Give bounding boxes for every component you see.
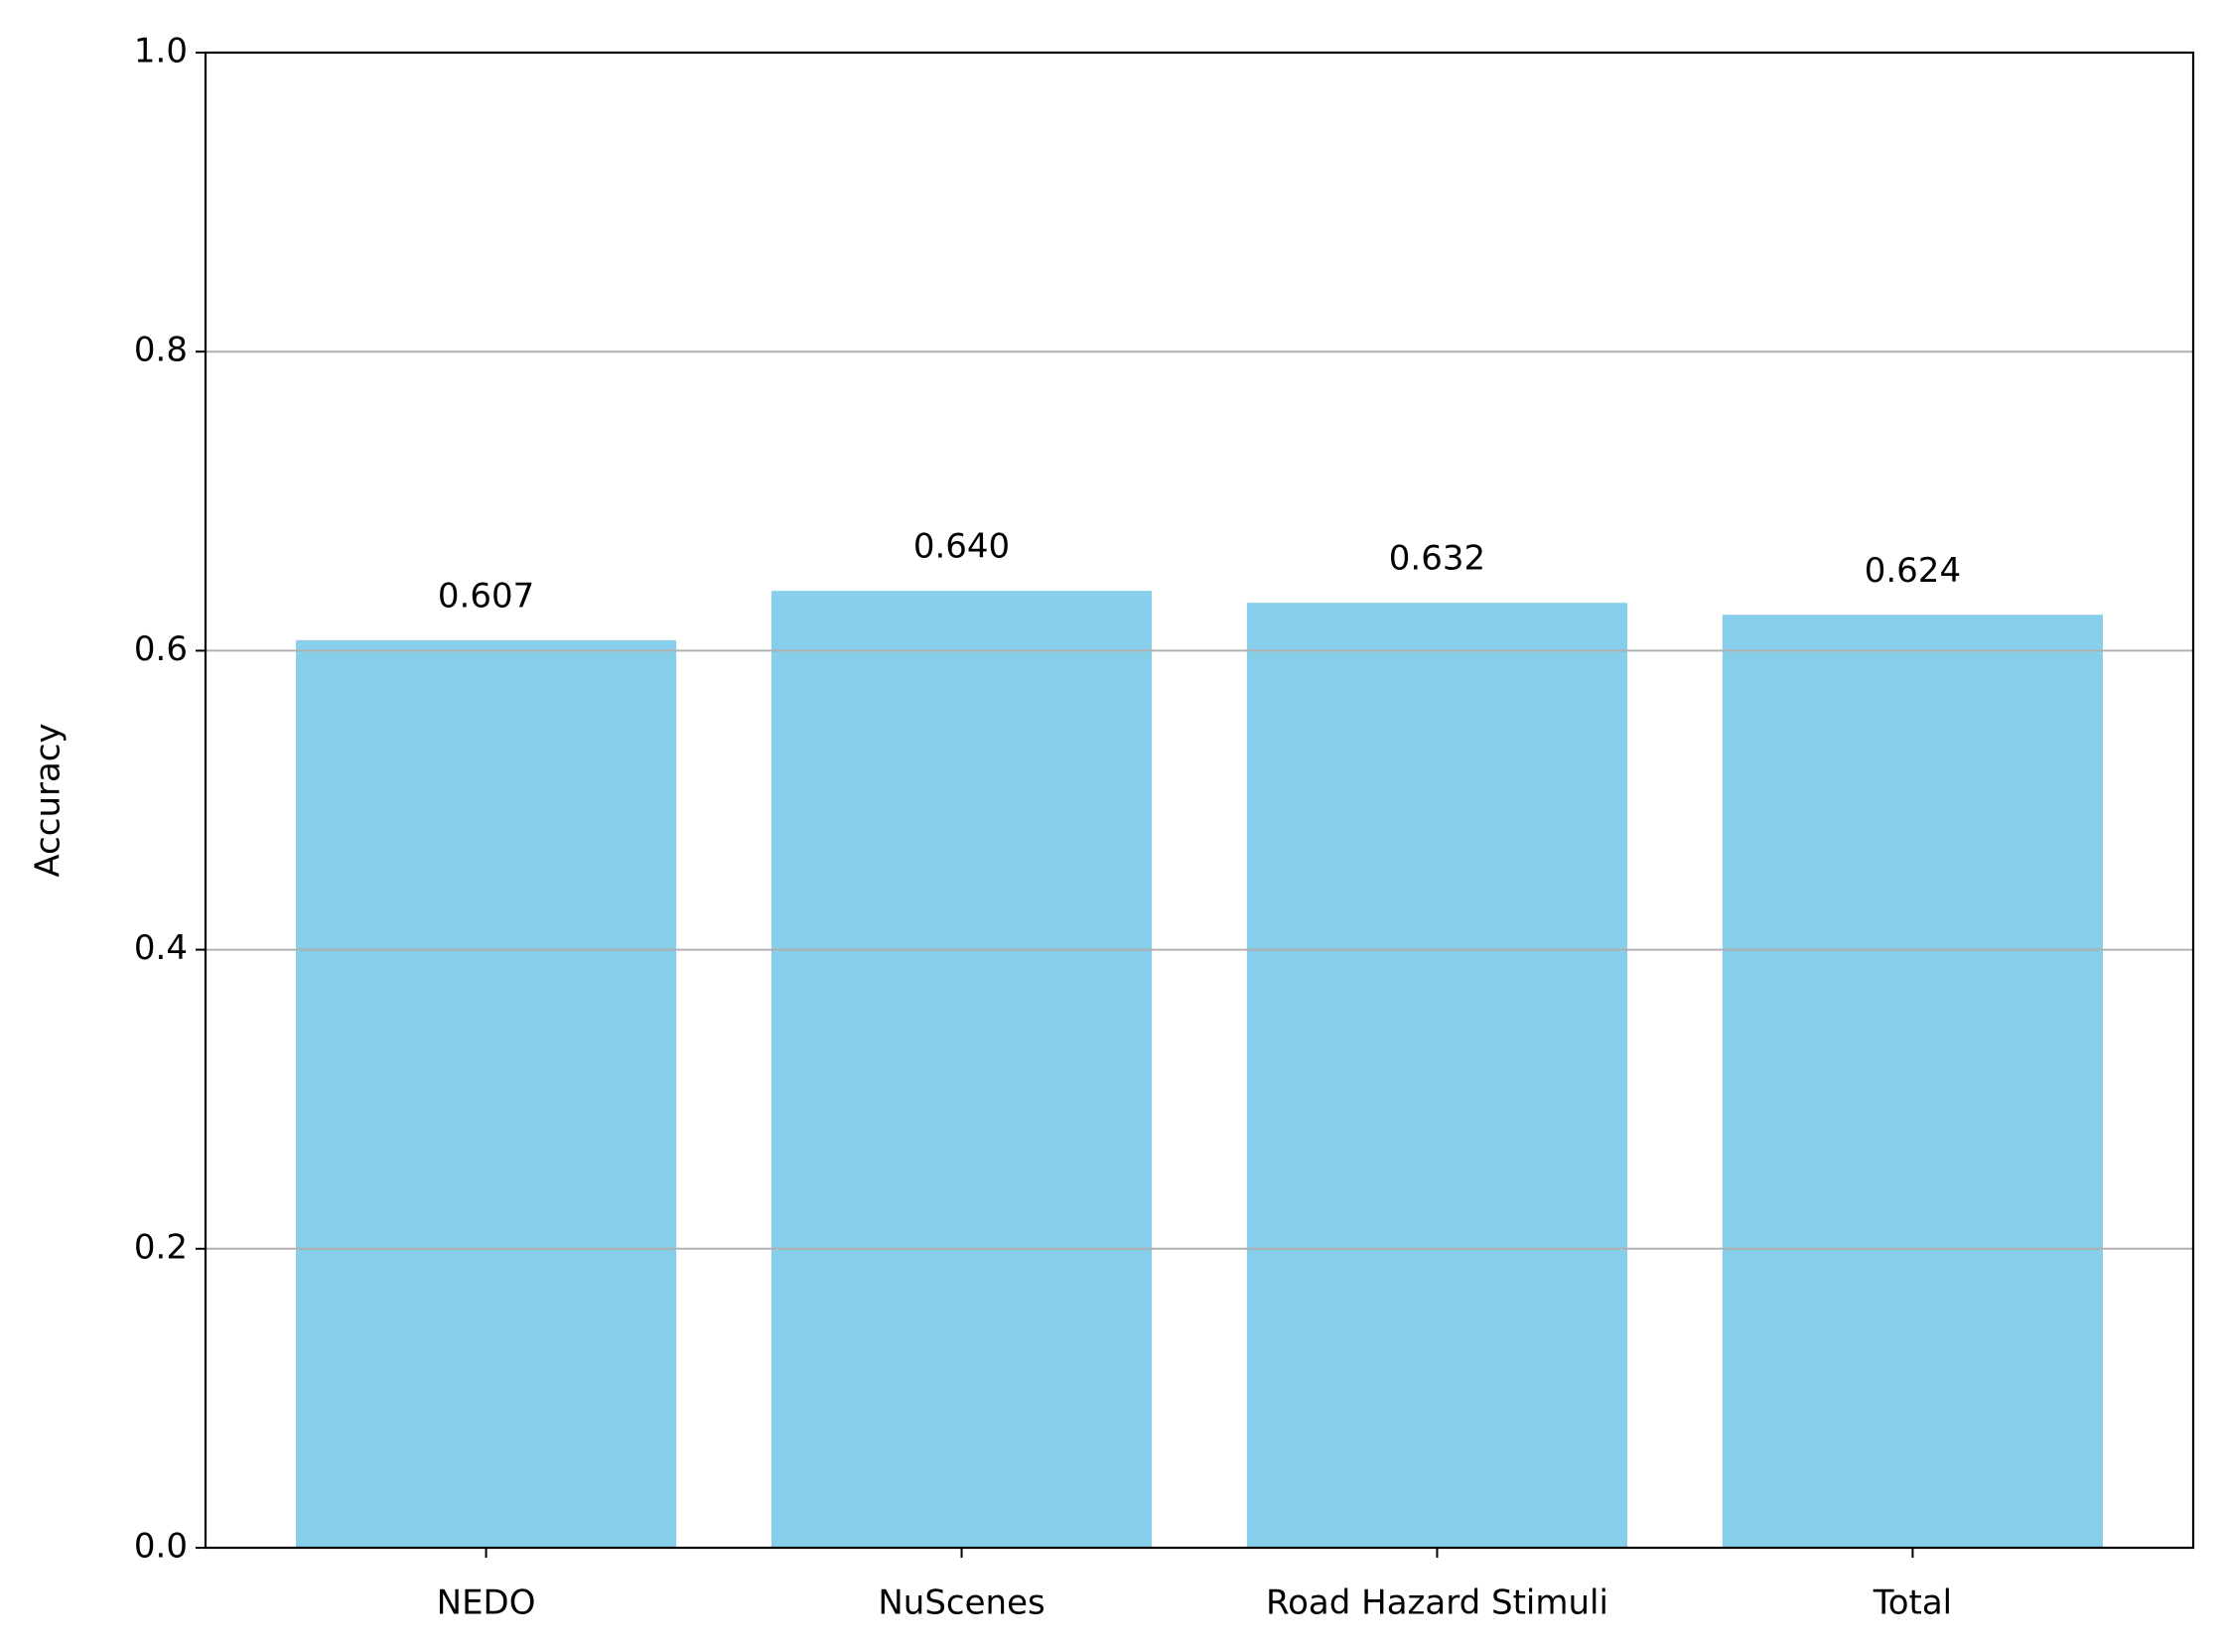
y-tick-label: 1.0	[134, 32, 188, 71]
y-tick-label: 0.0	[134, 1527, 188, 1567]
y-tick-label: 0.8	[134, 331, 188, 370]
bar	[1722, 615, 2103, 1548]
y-tick-label: 0.6	[134, 629, 188, 669]
data-label: 0.632	[1389, 539, 1485, 579]
y-tick-label: 0.4	[134, 928, 188, 968]
data-label: 0.607	[438, 576, 534, 616]
plot-frame	[204, 51, 2195, 1550]
x-tick-label: Road Hazard Stimuli	[1266, 1583, 1608, 1623]
x-tick-label: Total	[1873, 1583, 1952, 1623]
data-label: 0.624	[1865, 551, 1961, 591]
x-tick-label: NuScenes	[878, 1583, 1044, 1623]
y-axis-label: Accuracy	[29, 723, 69, 877]
bar	[296, 639, 677, 1548]
x-tick-label: NEDO	[437, 1583, 536, 1623]
bar	[770, 591, 1153, 1548]
bar	[1246, 603, 1628, 1548]
y-tick-label: 0.2	[134, 1227, 188, 1267]
data-label: 0.640	[913, 527, 1010, 567]
